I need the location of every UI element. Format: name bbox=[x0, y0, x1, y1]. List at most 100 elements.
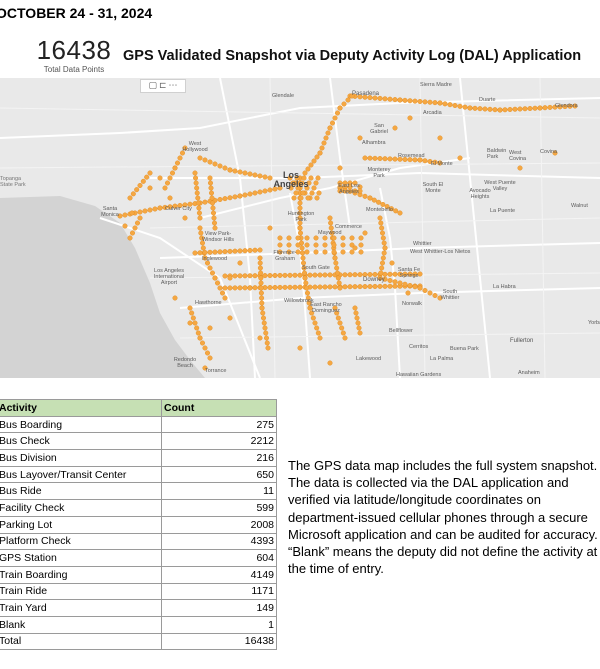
gps-point bbox=[377, 275, 383, 281]
count-cell: 599 bbox=[161, 499, 277, 517]
gps-point bbox=[292, 284, 298, 290]
city-label-bellflower: Bellflower bbox=[389, 328, 413, 334]
gps-point bbox=[200, 245, 206, 251]
gps-point bbox=[167, 175, 173, 181]
gps-point bbox=[217, 163, 223, 169]
gps-point bbox=[262, 174, 268, 180]
map-more-icon[interactable]: ⋯ bbox=[168, 81, 178, 91]
gps-point bbox=[457, 103, 463, 109]
gps-point bbox=[172, 203, 178, 209]
gps-point bbox=[313, 242, 319, 248]
gps-point bbox=[247, 191, 253, 197]
map-toolbar[interactable]: ▢ ⊏ ⋯ bbox=[140, 79, 186, 93]
gps-map[interactable]: ▢ ⊏ ⋯ Glendale Pasadena Sierra Madre Arc… bbox=[0, 78, 600, 378]
gps-point bbox=[257, 260, 263, 266]
gps-point bbox=[212, 161, 218, 167]
gps-point bbox=[129, 230, 135, 236]
gps-point bbox=[358, 249, 364, 255]
gps-point bbox=[352, 245, 358, 251]
gps-point bbox=[272, 284, 278, 290]
gps-point bbox=[352, 272, 358, 278]
table-row: Train Boarding 4149 bbox=[0, 565, 277, 584]
gps-point bbox=[262, 325, 268, 331]
gps-point bbox=[192, 320, 198, 326]
gps-point bbox=[199, 340, 205, 346]
gps-point bbox=[263, 330, 269, 336]
gps-point bbox=[294, 175, 300, 181]
gps-point bbox=[242, 192, 248, 198]
gps-point bbox=[247, 285, 253, 291]
gps-point bbox=[297, 345, 303, 351]
count-cell: 149 bbox=[161, 599, 277, 617]
gps-point bbox=[552, 150, 558, 156]
map-layers-icon[interactable]: ⊏ bbox=[158, 81, 167, 91]
gps-point bbox=[214, 280, 220, 286]
gps-point bbox=[314, 195, 320, 201]
gps-point bbox=[332, 284, 338, 290]
total-count-label: Total Data Points bbox=[43, 65, 105, 74]
gps-point bbox=[212, 275, 218, 281]
gps-point bbox=[337, 105, 343, 111]
gps-point bbox=[247, 273, 253, 279]
gps-point bbox=[197, 215, 203, 221]
activity-count-table: Activity Count Bus Boarding 275 Bus Check 2… bbox=[0, 399, 277, 651]
map-canvas[interactable] bbox=[0, 78, 600, 378]
gps-point bbox=[295, 242, 301, 248]
city-label-whittier: Whittier bbox=[413, 241, 432, 247]
gps-point bbox=[316, 190, 322, 196]
gps-point bbox=[267, 225, 273, 231]
gps-point bbox=[192, 170, 198, 176]
gps-point bbox=[372, 95, 378, 101]
gps-point bbox=[297, 225, 303, 231]
table-row: Bus Check 2212 bbox=[0, 432, 277, 451]
gps-point bbox=[312, 272, 318, 278]
gps-point bbox=[427, 290, 433, 296]
gps-point bbox=[219, 290, 225, 296]
activity-cell: Facility Check bbox=[0, 499, 162, 517]
gps-point bbox=[381, 250, 387, 256]
gps-point bbox=[265, 345, 271, 351]
city-label-rosemead: Rosemead bbox=[398, 153, 425, 159]
gps-point bbox=[387, 277, 393, 283]
city-label-la-puente: La Puente bbox=[490, 208, 516, 214]
total-count-value: 16438 bbox=[36, 35, 112, 65]
gps-point bbox=[277, 235, 283, 241]
city-label-arcadia: Arcadia bbox=[423, 110, 442, 116]
gps-point bbox=[517, 106, 523, 112]
count-cell: 1171 bbox=[161, 582, 277, 601]
gps-point bbox=[257, 255, 263, 261]
gps-point bbox=[362, 284, 368, 290]
gps-point bbox=[305, 195, 311, 201]
city-label-glendale: Glendale bbox=[272, 93, 295, 99]
city-label-la-palma: La Palma bbox=[430, 356, 454, 362]
gps-point bbox=[402, 271, 408, 277]
gps-point bbox=[319, 145, 325, 151]
gps-point bbox=[117, 213, 123, 219]
gps-point bbox=[232, 285, 238, 291]
gps-point bbox=[312, 284, 318, 290]
city-label-south-whittier: South Whittier bbox=[440, 289, 460, 301]
gps-point bbox=[202, 365, 208, 371]
gps-point bbox=[304, 185, 310, 191]
table-row: Parking Lot 2008 bbox=[0, 515, 277, 534]
gps-point bbox=[305, 295, 311, 301]
gps-point bbox=[305, 290, 311, 296]
gps-point bbox=[140, 178, 146, 184]
gps-point bbox=[537, 105, 543, 111]
gps-point bbox=[227, 248, 233, 254]
gps-point bbox=[407, 98, 413, 104]
gps-point bbox=[330, 120, 336, 126]
gps-point bbox=[527, 106, 533, 112]
gps-point bbox=[342, 188, 348, 194]
map-select-icon[interactable]: ▢ bbox=[148, 81, 157, 91]
gps-point bbox=[307, 272, 313, 278]
gps-point bbox=[144, 174, 150, 180]
count-cell: 2212 bbox=[161, 432, 277, 451]
gps-point bbox=[472, 105, 478, 111]
gps-point bbox=[312, 320, 318, 326]
gps-point bbox=[323, 135, 329, 141]
gps-point bbox=[293, 190, 299, 196]
gps-point bbox=[380, 230, 386, 236]
gps-point bbox=[286, 235, 292, 241]
gps-point bbox=[567, 103, 573, 109]
